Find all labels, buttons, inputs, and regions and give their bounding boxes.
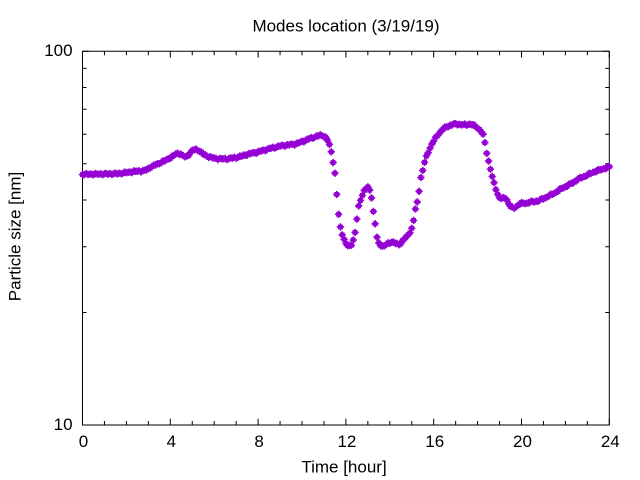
svg-text:100: 100 bbox=[44, 41, 72, 60]
svg-text:20: 20 bbox=[513, 432, 532, 451]
svg-text:8: 8 bbox=[254, 432, 263, 451]
svg-text:24: 24 bbox=[601, 432, 620, 451]
svg-text:0: 0 bbox=[79, 432, 88, 451]
svg-text:Time [hour]: Time [hour] bbox=[301, 458, 386, 477]
svg-text:Modes location (3/19/19): Modes location (3/19/19) bbox=[252, 17, 439, 36]
svg-text:16: 16 bbox=[425, 432, 444, 451]
svg-text:12: 12 bbox=[337, 432, 356, 451]
svg-text:Particle size [nm]: Particle size [nm] bbox=[6, 172, 25, 301]
svg-text:4: 4 bbox=[167, 432, 176, 451]
svg-text:10: 10 bbox=[54, 415, 73, 434]
